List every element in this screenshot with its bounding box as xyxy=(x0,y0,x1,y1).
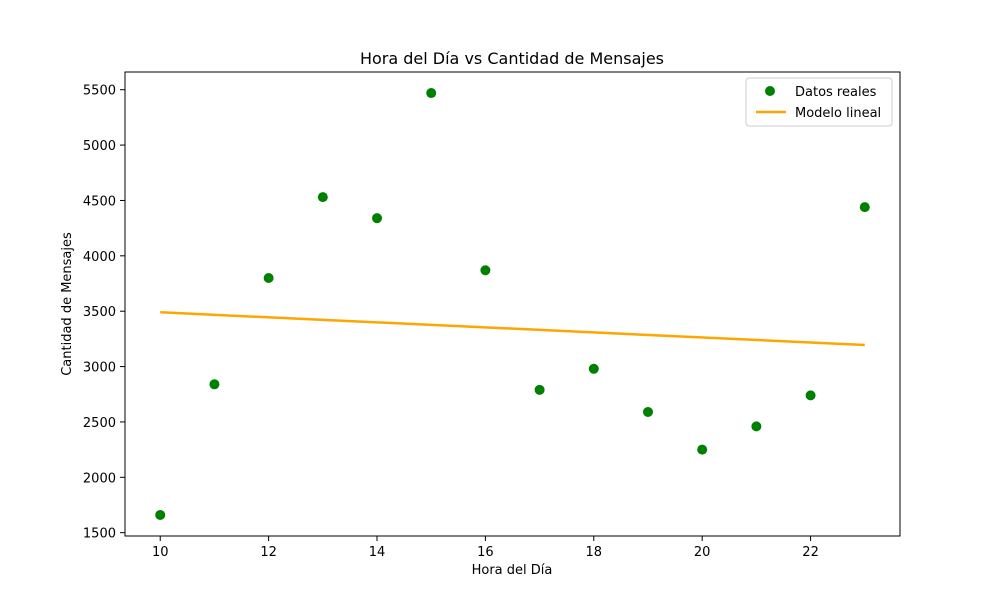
x-tick-label: 14 xyxy=(369,545,386,560)
data-point xyxy=(642,406,653,417)
y-tick-label: 2500 xyxy=(83,416,116,431)
x-tick-label: 22 xyxy=(802,545,819,560)
x-tick-label: 10 xyxy=(152,545,169,560)
chart-title: Hora del Día vs Cantidad de Mensajes xyxy=(360,49,664,68)
y-tick-label: 4000 xyxy=(83,250,116,265)
data-point xyxy=(209,379,220,390)
y-tick-label: 1500 xyxy=(83,527,116,542)
y-tick-label: 5000 xyxy=(83,139,116,154)
legend-label-datos-reales: Datos reales xyxy=(795,85,877,100)
data-point xyxy=(155,509,166,520)
data-point xyxy=(534,384,545,395)
x-axis-label: Hora del Día xyxy=(472,563,553,578)
series-line-modelo-lineal xyxy=(160,311,865,347)
y-tick-label: 3000 xyxy=(83,361,116,376)
data-point xyxy=(697,444,708,455)
legend-marker-datos-reales xyxy=(765,86,775,96)
data-point xyxy=(480,265,491,276)
legend: Datos reales Modelo lineal xyxy=(745,77,893,127)
x-tick-label: 20 xyxy=(694,545,711,560)
legend-box xyxy=(745,77,893,127)
y-tick-label: 2000 xyxy=(83,471,116,486)
y-tick-label: 5500 xyxy=(83,84,116,99)
data-point xyxy=(317,192,328,203)
data-point xyxy=(372,213,383,224)
data-point xyxy=(751,421,762,432)
x-tick-label: 18 xyxy=(586,545,603,560)
x-tick-label: 12 xyxy=(260,545,277,560)
legend-label-modelo-lineal: Modelo lineal xyxy=(795,106,881,121)
data-point xyxy=(263,272,274,283)
y-axis-label: Cantidad de Mensajes xyxy=(60,232,75,376)
plot-area: 10 12 14 16 18 20 22 1500 2000 2500 3000 3500 4000 45… xyxy=(83,71,901,560)
y-tick-label: 4500 xyxy=(83,194,116,209)
data-point xyxy=(859,202,870,213)
data-point xyxy=(588,363,599,374)
y-tick-label: 3500 xyxy=(83,305,116,320)
data-point xyxy=(805,390,816,401)
data-point xyxy=(426,88,437,99)
x-tick-label: 16 xyxy=(477,545,494,560)
axes-frame xyxy=(124,71,901,537)
